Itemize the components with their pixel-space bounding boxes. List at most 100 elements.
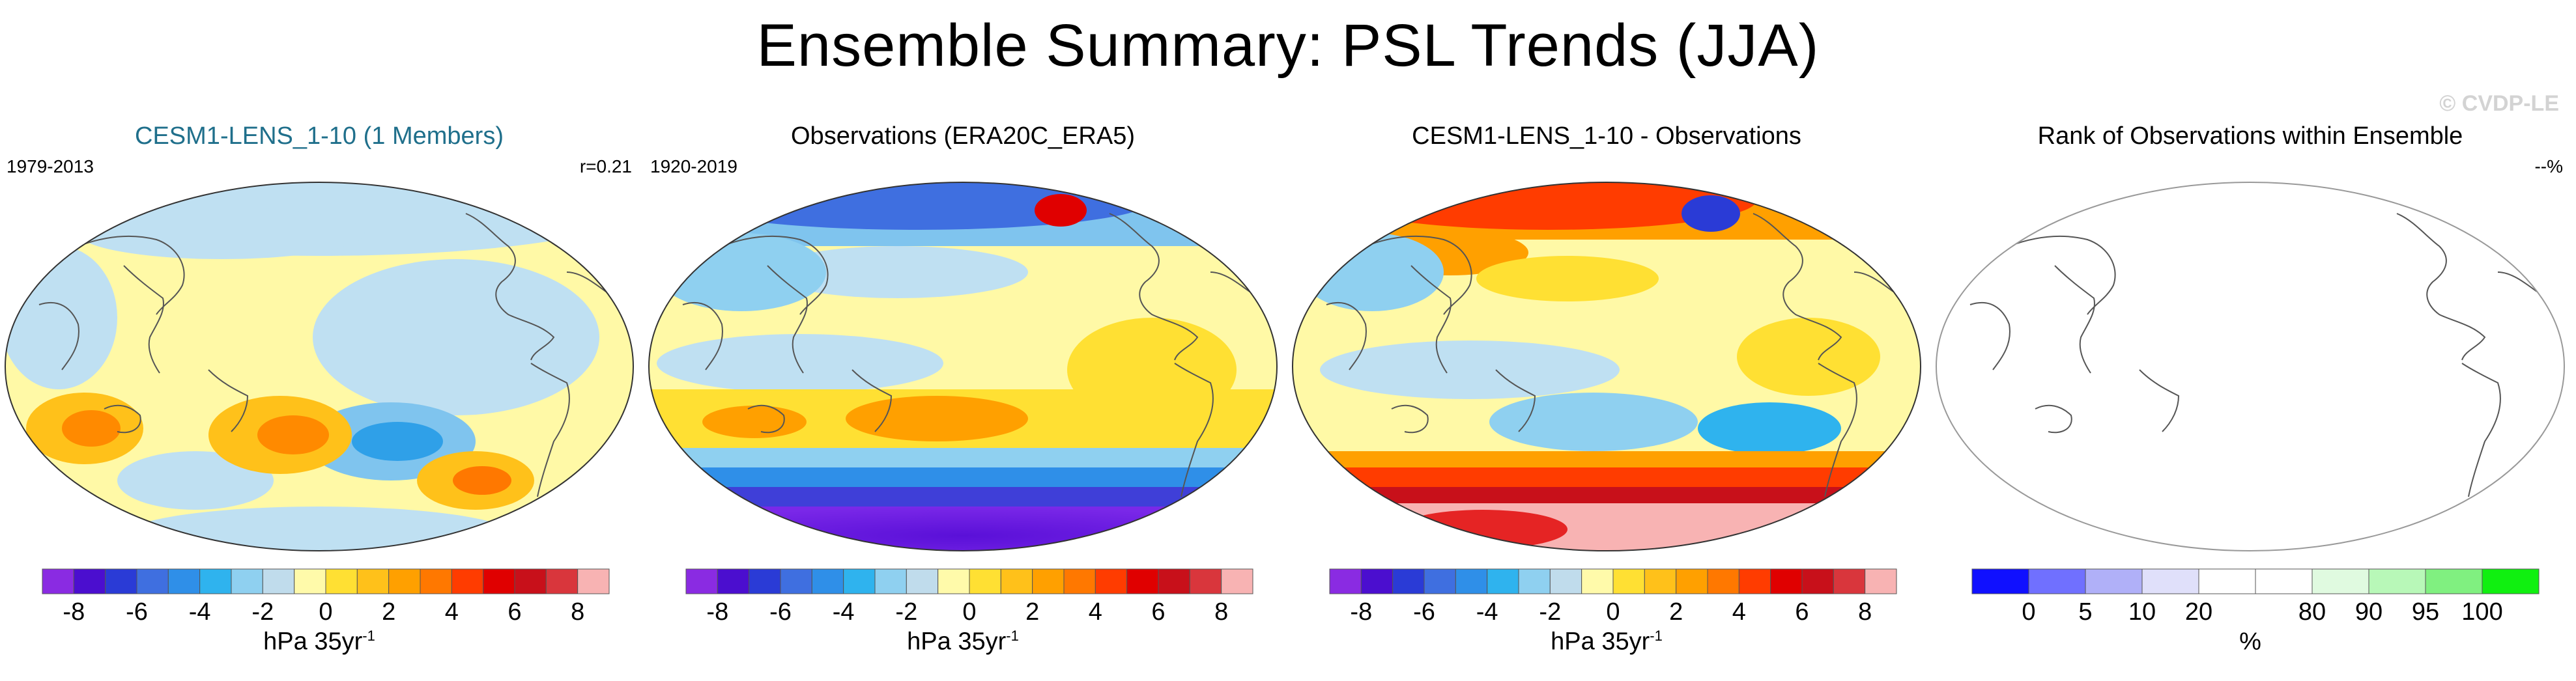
region-asia-noise: [657, 233, 826, 311]
colorbar-tick-label: 6: [1151, 598, 1165, 625]
colorbar-swatch: [969, 568, 1001, 594]
colorbar-tick-label: 6: [508, 598, 521, 625]
colorbar-swatch: [1158, 568, 1190, 594]
colorbar-swatch: [1063, 568, 1096, 594]
colorbar-swatch: [356, 568, 390, 594]
colorbar-swatch: [1770, 568, 1803, 594]
colorbar-swatch: [811, 568, 844, 594]
colorbar: 0 5 10 20 80 90 95 100: [1969, 566, 2542, 628]
region-southern-ocean-2: [1293, 467, 1921, 487]
colorbar-tick-label: 2: [1669, 598, 1683, 625]
colorbar-swatch: [2368, 568, 2426, 594]
colorbar-swatch: [262, 568, 295, 594]
colorbar-unit: hPa 35yr-1: [263, 628, 375, 656]
colorbar-swatch: [1801, 568, 1834, 594]
panel-title: CESM1-LENS_1-10 (1 Members): [135, 122, 504, 150]
rank-value-label: --%: [2534, 156, 2563, 176]
panel-difference: CESM1-LENS_1-10 - Observations -8 -6 -4 -2 0…: [1287, 117, 1926, 681]
colorbar-tick-label: 100: [2461, 598, 2502, 625]
colorbar-swatch: [1095, 568, 1128, 594]
colorbar-swatch: [577, 568, 610, 594]
colorbar-tick-label: -4: [189, 598, 211, 625]
region-south-indian-core: [62, 410, 121, 447]
region-north-pacific: [767, 246, 1028, 298]
rank-map: [1936, 182, 2565, 551]
panel-ensemble-member: CESM1-LENS_1-10 (1 Members) 1979-2013 r=…: [0, 117, 638, 681]
colorbar-tick-label: 90: [2355, 598, 2383, 625]
colorbar-tick-label: 80: [2298, 598, 2326, 625]
colorbar-swatch: [1221, 568, 1253, 594]
colorbar-swatch: [2255, 568, 2313, 594]
colorbar-swatch: [1644, 568, 1677, 594]
panel-title: Rank of Observations within Ensemble: [2037, 122, 2463, 150]
colorbar-swatch: [874, 568, 907, 594]
colorbar-swatch: [388, 568, 421, 594]
colorbar-tick-label: 0: [319, 598, 332, 625]
region-southern-ocean-3: [1293, 487, 1921, 503]
region-southern-ocean-3: [649, 487, 1277, 507]
colorbar-swatch: [1612, 568, 1645, 594]
colorbar: -8 -6 -4 -2 0 2 4 6 8: [39, 566, 612, 628]
colorbar-tick-label: -4: [1476, 598, 1498, 625]
colorbar-tick-label: 8: [1858, 598, 1872, 625]
colorbar-swatch: [325, 568, 358, 594]
colorbar-tick-label: 2: [1025, 598, 1039, 625]
colorbar-tick-label: 4: [445, 598, 459, 625]
colorbar-swatch: [780, 568, 812, 594]
region-south-indian-blue: [117, 451, 274, 510]
region-south-pacific-neg: [1489, 393, 1698, 451]
colorbar-swatch: [2425, 568, 2483, 594]
colorbar-tick-label: -6: [1413, 598, 1435, 625]
watermark: © CVDP-LE: [2439, 91, 2559, 116]
colorbar-swatch: [105, 568, 137, 594]
colorbar-swatch: [749, 568, 781, 594]
panel-title: Observations (ERA20C_ERA5): [791, 122, 1135, 150]
colorbar-swatch: [451, 568, 484, 594]
region-south-atlantic-core: [352, 422, 443, 461]
period-label: 1920-2019: [650, 156, 737, 176]
colorbar-swatch: [1032, 568, 1065, 594]
colorbar-swatch: [545, 568, 579, 594]
psl-trend-map: [648, 182, 1278, 551]
colorbar-tick-label: -8: [1350, 598, 1372, 625]
colorbar-swatch: [1707, 568, 1739, 594]
region-indian-blue: [5, 246, 117, 389]
colorbar-swatch: [1329, 568, 1362, 594]
panel-observations: Observations (ERA20C_ERA5) 1920-2019 -8 -…: [644, 117, 1282, 681]
colorbar-tick-label: -8: [63, 598, 85, 625]
colorbar-swatch: [1518, 568, 1551, 594]
region-southern-ocean-1: [1293, 451, 1921, 467]
colorbar-swatch: [717, 568, 750, 594]
colorbar-tick-label: 10: [2128, 598, 2156, 625]
colorbar-tick-label: -6: [126, 598, 148, 625]
region-south-atlantic-neg: [1698, 402, 1841, 454]
colorbar-swatch: [167, 568, 201, 594]
colorbar-tick-label: -2: [895, 598, 917, 625]
colorbar-tick-label: -4: [833, 598, 855, 625]
colorbar-swatch: [2028, 568, 2086, 594]
colorbar-tick-label: 20: [2185, 598, 2212, 625]
colorbar-swatch: [843, 568, 876, 594]
colorbar-swatch: [483, 568, 515, 594]
colorbar-tick-label: 4: [1089, 598, 1102, 625]
colorbar-tick-label: 5: [2078, 598, 2092, 625]
colorbar-swatch: [2311, 568, 2369, 594]
colorbar-tick-label: 6: [1795, 598, 1809, 625]
colorbar-tick-label: 95: [2412, 598, 2439, 625]
colorbar-swatch: [1971, 568, 2029, 594]
region-tropics-blue: [1320, 340, 1620, 399]
region-greenland-neg: [1682, 195, 1740, 232]
colorbar-tick-label: -8: [706, 598, 728, 625]
colorbar-swatch: [1833, 568, 1866, 594]
region-drake-core: [453, 466, 511, 495]
colorbar-tick-label: 0: [2022, 598, 2035, 625]
colorbar-tick-label: 8: [571, 598, 584, 625]
colorbar-swatch: [1392, 568, 1425, 594]
colorbar-swatch: [1189, 568, 1222, 594]
panel-rank: Rank of Observations within Ensemble --%…: [1931, 117, 2569, 681]
colorbar-swatch: [1487, 568, 1519, 594]
colorbar-tick-label: 4: [1732, 598, 1746, 625]
colorbar-swatch: [136, 568, 169, 594]
colorbar-swatch: [231, 568, 263, 594]
colorbar-swatch: [2141, 568, 2199, 594]
